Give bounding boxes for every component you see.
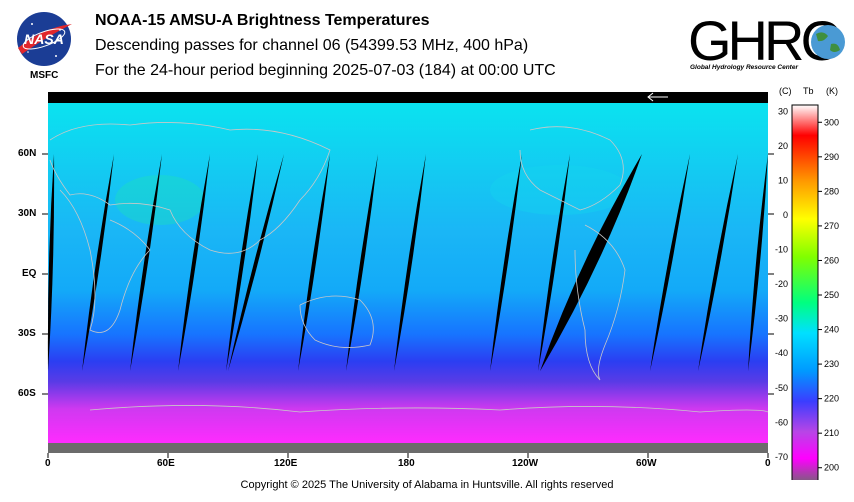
x-tick-label: 60E — [157, 458, 175, 469]
x-tick-label: 0 — [45, 458, 51, 469]
colorbar-header-kelvin: (K) — [826, 86, 838, 96]
gap-swath — [82, 154, 114, 372]
brightness-map: 300 30 290 20 280 10 270 0 260 -10 250 -20 240 -30 230… — [42, 92, 839, 480]
x-tick-label: 120W — [512, 458, 539, 469]
ghrc-logo: GHRC — [688, 9, 845, 66]
bottom-band — [48, 443, 768, 453]
msfc-label: MSFC — [30, 70, 59, 81]
gap-swath — [748, 154, 768, 372]
colorbar — [791, 104, 819, 480]
colorbar-celsius-label: -50 — [775, 383, 788, 393]
x-tick-label: 120E — [274, 458, 298, 469]
gap-swath — [394, 154, 426, 372]
colorbar-celsius-label: 20 — [778, 141, 788, 151]
colorbar-celsius-label: -30 — [775, 314, 788, 324]
nasa-logo-text: NASA — [24, 31, 64, 47]
gap-swath — [346, 154, 378, 372]
colorbar-kelvin-label: 260 — [824, 255, 839, 265]
y-tick-label: 60N — [18, 148, 37, 159]
gap-swath — [228, 154, 284, 372]
colorbar-header-celsius: (C) — [779, 86, 792, 96]
x-tick-label: 180 — [398, 458, 415, 469]
y-tick-label: 30N — [18, 208, 37, 219]
copyright-notice: Copyright © 2025 The University of Alaba… — [240, 479, 614, 491]
chart-subtitle-channel: Descending passes for channel 06 (54399.… — [95, 37, 529, 54]
colorbar-kelvin-label: 270 — [824, 221, 839, 231]
x-tick-label: 60W — [636, 458, 657, 469]
gap-swath — [698, 154, 738, 372]
y-tick-label: 30S — [18, 328, 36, 339]
y-tick-label: EQ — [22, 268, 37, 279]
colorbar-kelvin-label: 250 — [824, 290, 839, 300]
gap-swath — [130, 154, 162, 372]
colorbar-celsius-label: 10 — [778, 175, 788, 185]
colorbar-kelvin-label: 290 — [824, 152, 839, 162]
gap-swath — [538, 154, 570, 372]
top-band — [48, 92, 768, 103]
data-gap-swaths — [47, 154, 768, 372]
colorbar-celsius-label: -40 — [775, 348, 788, 358]
chart-subtitle-period: For the 24-hour period beginning 2025-07… — [95, 62, 556, 79]
nasa-logo: NASA — [17, 12, 72, 66]
gap-swath — [47, 154, 55, 372]
colorbar-kelvin-label: 220 — [824, 394, 839, 404]
x-tick-label: 0 — [765, 458, 771, 469]
ghrc-subtitle: Global Hydrology Resource Center — [690, 64, 798, 71]
colorbar-kelvin-label: 240 — [824, 325, 839, 335]
gap-swath — [298, 154, 330, 372]
colorbar-kelvin-label: 230 — [824, 359, 839, 369]
gap-swath — [650, 154, 690, 372]
gap-swath — [540, 154, 642, 372]
colorbar-celsius-label: -20 — [775, 279, 788, 289]
colorbar-celsius-label: -10 — [775, 245, 788, 255]
coastlines — [49, 122, 769, 413]
colorbar-kelvin-label: 300 — [824, 117, 839, 127]
gap-swath — [490, 154, 522, 372]
colorbar-header-tb: Tb — [803, 86, 814, 96]
pole-arrow-icon — [647, 92, 668, 102]
colorbar-celsius-label: 30 — [778, 106, 788, 116]
colorbar-kelvin-label: 200 — [824, 463, 839, 473]
colorbar-celsius-label: 0 — [783, 210, 788, 220]
y-tick-label: 60S — [18, 388, 36, 399]
chart-title: NOAA-15 AMSU-A Brightness Temperatures — [95, 12, 430, 29]
colorbar-celsius-label: -60 — [775, 417, 788, 427]
gap-swath — [178, 154, 210, 372]
colorbar-celsius-label: -70 — [775, 452, 788, 462]
colorbar-kelvin-label: 280 — [824, 186, 839, 196]
gap-swath — [226, 154, 258, 372]
colorbar-ticks: 300 30 290 20 280 10 270 0 260 -10 250 -20 240 -30 230… — [775, 106, 839, 472]
colorbar-kelvin-label: 210 — [824, 428, 839, 438]
